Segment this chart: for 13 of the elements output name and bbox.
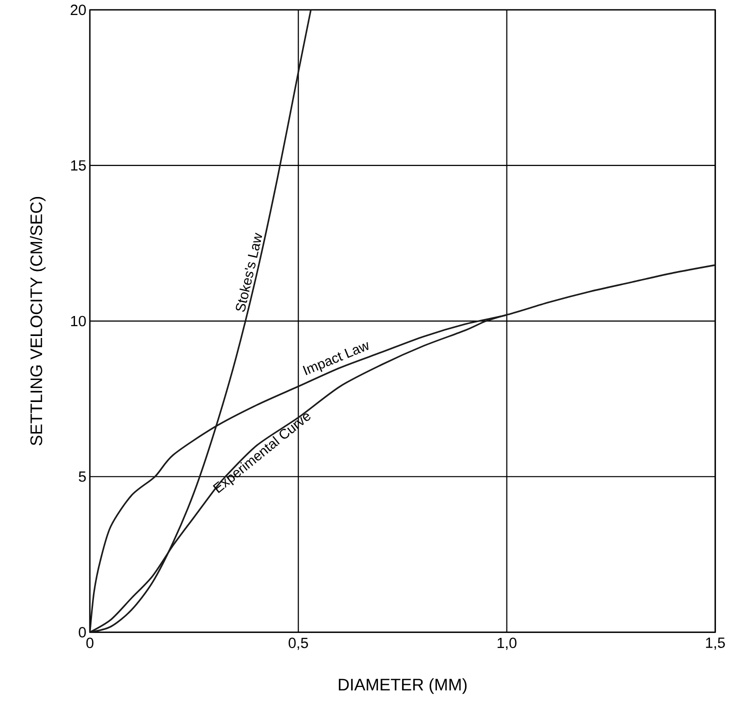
x-tick-label: 0: [86, 638, 94, 648]
x-tick-label: 1,5: [706, 638, 725, 650]
y-tick-label: 20: [70, 4, 86, 15]
x-axis-title: DIAMETER (MM): [338, 678, 467, 694]
x-tick-label: 1,0: [498, 638, 516, 650]
y-tick-label: 10: [71, 316, 86, 326]
x-tick-label: 0,5: [288, 638, 308, 650]
y-axis-title: SETTLING VELOCITY (CM/SEC): [30, 196, 46, 446]
text: Impact Law: [302, 342, 368, 375]
text: Stokes's Law: [236, 232, 262, 312]
y-tick-label: 0: [78, 626, 86, 638]
y-tick-label: 5: [78, 471, 86, 482]
y-tick-label: 15: [71, 160, 86, 170]
